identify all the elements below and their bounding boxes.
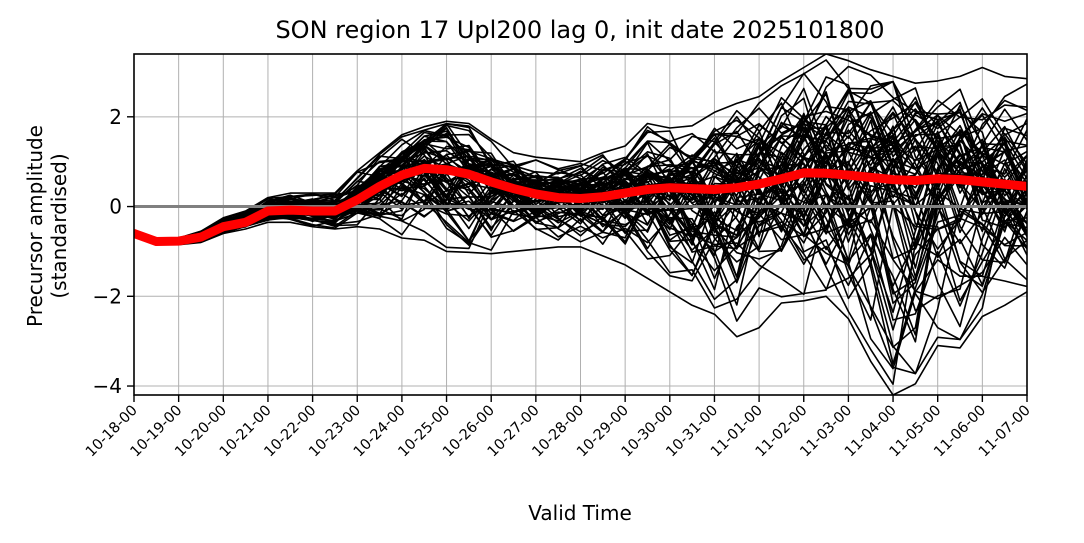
ensemble-member-line — [134, 54, 1027, 240]
chart-title: SON region 17 Upl200 lag 0, init date 20… — [275, 16, 884, 44]
ensemble-mean-line — [134, 163, 1027, 246]
ensemble-member-line — [134, 90, 1027, 246]
series-group — [134, 54, 1027, 395]
y-tick-label: 0 — [109, 195, 122, 219]
y-axis-label-secondary: (standardised) — [47, 153, 71, 298]
y-tick-label: 2 — [109, 105, 122, 129]
x-axis-label: Valid Time — [528, 501, 632, 525]
plot-area: −4−20210-18-0010-19-0010-20-0010-21-0010… — [83, 53, 1034, 460]
y-tick-label: −2 — [93, 284, 122, 308]
y-tick-label: −4 — [93, 374, 122, 398]
y-axis-label: Precursor amplitude — [23, 125, 47, 327]
ensemble-member-line — [134, 221, 1027, 395]
